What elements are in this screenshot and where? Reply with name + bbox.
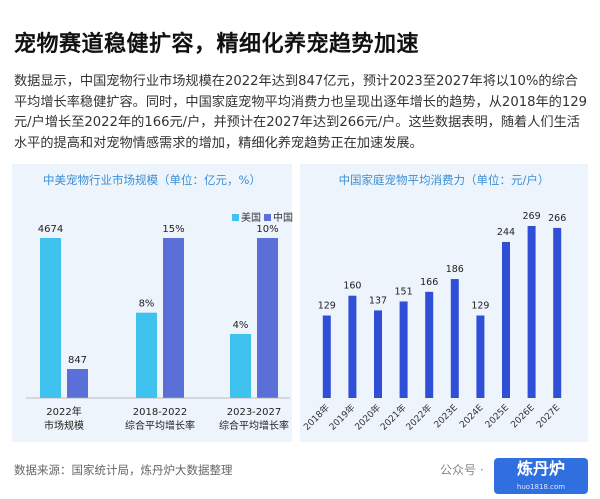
x-tick-label: 2022年 [46, 405, 81, 418]
legend-swatch [264, 214, 271, 221]
bar [425, 291, 434, 398]
x-tick-label: 2023-2027 [227, 407, 282, 418]
bar [502, 241, 510, 398]
x-tick-label: 2018-2022 [133, 407, 188, 418]
data-label: 137 [369, 295, 387, 306]
data-label: 186 [446, 264, 464, 275]
watermark: 公众号 · [440, 463, 484, 477]
legend-swatch [232, 214, 239, 221]
data-label: 15% [162, 224, 184, 235]
page-title: 宠物赛道稳健扩容，精细化养宠趋势加速 [14, 32, 420, 57]
data-label: 847 [68, 355, 87, 366]
bar [257, 238, 278, 398]
data-label: 166 [420, 277, 438, 288]
legend-label: 美国 [241, 211, 261, 224]
data-label: 266 [548, 213, 566, 224]
bar [40, 238, 61, 398]
bar [527, 226, 536, 398]
bar [230, 334, 251, 398]
data-label: 4674 [38, 224, 63, 235]
logo-box [494, 458, 588, 494]
logo-site: huo1818.com [517, 483, 565, 491]
data-label: 8% [139, 299, 155, 310]
chart-title: 中美宠物行业市场规模（单位：亿元，%） [43, 173, 261, 187]
logo: 炼丹炉 [517, 459, 565, 478]
legend-label: 中国 [273, 211, 293, 224]
bar [67, 369, 88, 398]
bar [450, 279, 459, 398]
bar [476, 315, 485, 398]
x-tick-label: 综合平均增长率 [125, 419, 195, 432]
data-label: 4% [233, 320, 249, 331]
bar [322, 315, 331, 398]
data-label: 129 [471, 301, 489, 312]
bar [374, 310, 382, 398]
data-label: 269 [523, 211, 541, 222]
data-label: 10% [256, 224, 278, 235]
data-label: 160 [343, 281, 361, 292]
bar [136, 312, 157, 398]
data-label: 151 [395, 286, 413, 297]
source: 数据来源：国家统计局，炼丹炉大数据整理 [14, 463, 233, 477]
data-label: 129 [318, 301, 336, 312]
bar [163, 238, 184, 398]
x-tick-label: 综合平均增长率 [219, 419, 289, 432]
data-label: 244 [497, 227, 515, 238]
paragraph: 数据显示，中国宠物行业市场规模在2022年达到847亿元，预计2023至2027… [14, 74, 588, 151]
bar [348, 295, 357, 398]
bar [553, 227, 562, 398]
right-panel [300, 164, 588, 442]
chart-title: 中国家庭宠物平均消费力（单位：元/户） [339, 173, 550, 187]
x-tick-label: 市场规模 [44, 419, 84, 432]
bar [399, 301, 408, 398]
